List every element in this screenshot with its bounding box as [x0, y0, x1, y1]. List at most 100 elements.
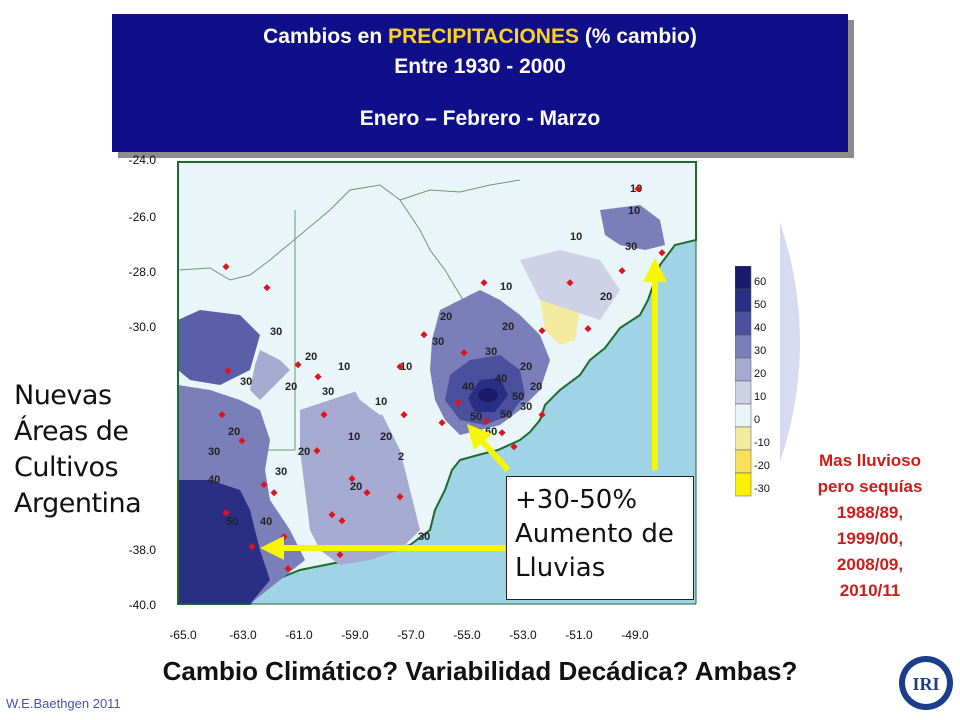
callout-line: Aumento de	[515, 519, 674, 549]
contour-label: 50	[470, 411, 482, 423]
station-marker	[222, 509, 230, 517]
title-line-3: Enero – Febrero - Marzo	[359, 107, 601, 130]
station-marker	[618, 267, 626, 275]
legend-swatch	[735, 288, 752, 313]
legend-scale	[735, 266, 752, 497]
contour-label: 10	[375, 396, 387, 408]
x-tick-label: -57.0	[397, 628, 425, 642]
station-marker	[438, 419, 446, 427]
station-marker	[400, 411, 408, 419]
title-suffix: (% cambio)	[578, 25, 697, 48]
zone-40	[178, 310, 260, 385]
contour-label: 30	[322, 386, 334, 398]
zone-30c	[600, 205, 665, 250]
contour-label: 40	[208, 474, 220, 486]
legend-tick-label: -30	[754, 483, 770, 495]
station-marker	[294, 361, 302, 369]
legend-swatch	[735, 311, 752, 336]
x-tick-label: -49.0	[621, 628, 649, 642]
contour-label: 30	[240, 376, 252, 388]
contour-label: 40	[260, 516, 272, 528]
drought-note: Mas lluvioso pero sequías 1988/89, 1999/…	[790, 448, 950, 604]
station-marker	[396, 493, 404, 501]
contour-label: 30	[520, 401, 532, 413]
contour-label: 50	[512, 391, 524, 403]
x-tick-label: -51.0	[565, 628, 593, 642]
left-label-line: Áreas de	[14, 416, 129, 447]
contour-label: 10	[628, 205, 640, 217]
contour-label: 30	[485, 346, 497, 358]
new-crop-areas-label: Nuevas Áreas de Cultivos Argentina	[14, 378, 164, 522]
x-tick-label: -61.0	[285, 628, 313, 642]
y-tick-label: -38.0	[128, 543, 156, 557]
x-tick-label: -53.0	[509, 628, 537, 642]
x-tick-label: -59.0	[341, 628, 369, 642]
callout-line: +30-50%	[515, 485, 638, 515]
contour-label: 40	[462, 381, 474, 393]
contour-label: 20	[530, 381, 542, 393]
station-marker	[658, 249, 666, 257]
legend-swatch	[735, 426, 752, 451]
contour-label: 10	[500, 281, 512, 293]
legend-tick-label: 20	[754, 368, 767, 380]
title-highlight: PRECIPITACIONES	[388, 25, 579, 48]
callout-line: Lluvias	[515, 553, 606, 583]
station-marker	[336, 551, 344, 559]
y-tick-label: -26.0	[128, 210, 156, 224]
contour-label: 20	[380, 431, 392, 443]
station-marker	[222, 263, 230, 271]
contour-label: 40	[495, 373, 507, 385]
zone-20b	[300, 390, 420, 565]
zone-10	[340, 350, 410, 415]
drought-note-line: 1999/00,	[836, 529, 904, 548]
station-marker	[320, 411, 328, 419]
contour-label: 20	[502, 321, 514, 333]
contour-label: 30	[208, 446, 220, 458]
station-marker	[238, 437, 246, 445]
legend-swatch	[735, 334, 752, 359]
legend-swatch	[735, 472, 752, 497]
zone-20	[250, 350, 290, 400]
legend-tick-label: 40	[754, 322, 767, 334]
contour-label: 30	[275, 466, 287, 478]
legend-swatch	[735, 449, 752, 474]
contour-label: 20	[350, 481, 362, 493]
logo-text: IRI	[912, 674, 939, 694]
left-label-line: Cultivos	[14, 452, 119, 483]
legend-swatch	[735, 357, 752, 382]
station-marker	[566, 279, 574, 287]
station-marker	[538, 411, 546, 419]
station-marker	[314, 373, 322, 381]
legend-tick-label: 60	[754, 276, 767, 288]
zone-60	[478, 388, 498, 402]
x-tick-label: -63.0	[229, 628, 257, 642]
station-marker	[460, 349, 468, 357]
legend-tick-label: 50	[754, 299, 767, 311]
y-tick-label: -40.0	[128, 598, 156, 612]
legend-tick-label: -10	[754, 437, 770, 449]
legend-tick-label: 30	[754, 345, 767, 357]
decorative-arc-shape	[780, 222, 800, 462]
x-tick-label: -65.0	[169, 628, 197, 642]
logo-inner-circle	[905, 662, 947, 704]
drought-note-line: 2008/09,	[836, 555, 904, 574]
station-marker	[284, 565, 292, 573]
zone-50	[178, 480, 270, 604]
station-marker	[634, 185, 642, 193]
left-label-line: Argentina	[14, 488, 142, 519]
station-marker	[270, 489, 278, 497]
station-marker	[420, 331, 428, 339]
contour-label: 50	[226, 516, 238, 528]
title-prefix: Cambios en	[263, 25, 389, 48]
legend-tick-label: 10	[754, 391, 767, 403]
bottom-question-title: Cambio Climático? Variabilidad Decádica?…	[162, 656, 798, 686]
contour-label: 20	[520, 361, 532, 373]
contour-label: 30	[625, 241, 637, 253]
station-marker	[480, 279, 488, 287]
y-tick-label: -24.0	[128, 153, 156, 167]
contour-label: 20	[285, 381, 297, 393]
contour-label: 10	[348, 431, 360, 443]
contour-label: 20	[305, 351, 317, 363]
station-marker	[348, 475, 356, 483]
